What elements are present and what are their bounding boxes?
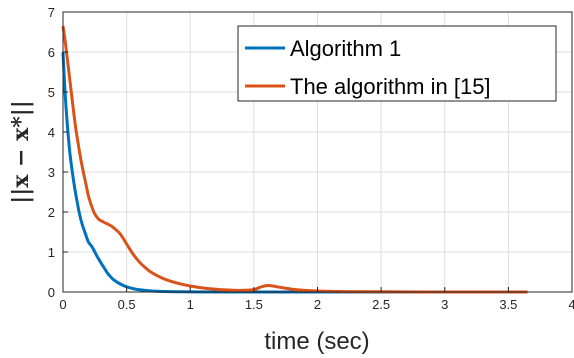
- y-tick-label: 4: [48, 125, 55, 140]
- x-tick-label: 2.5: [372, 297, 390, 312]
- legend: Algorithm 1 The algorithm in [15]: [238, 26, 556, 101]
- x-tick-label: 1.5: [245, 297, 263, 312]
- y-tick-label: 1: [48, 245, 55, 260]
- y-tick-label: 6: [48, 45, 55, 60]
- legend-label-algorithm-1: Algorithm 1: [290, 36, 401, 61]
- y-tick-label: 3: [48, 165, 55, 180]
- y-tick-label: 2: [48, 205, 55, 220]
- x-tick-label: 0.5: [118, 297, 136, 312]
- x-tick-label: 3.5: [499, 297, 517, 312]
- y-axis-label: ||x − x*||: [8, 100, 34, 204]
- legend-label-algorithm-15: The algorithm in [15]: [290, 74, 491, 99]
- y-tick-label: 0: [48, 285, 55, 300]
- x-axis-label: time (sec): [264, 328, 369, 355]
- x-tick-label: 0: [59, 297, 66, 312]
- x-tick-label: 2: [314, 297, 321, 312]
- x-tick-label: 1: [187, 297, 194, 312]
- x-tick-label: 3: [441, 297, 448, 312]
- y-tick-label: 5: [48, 85, 55, 100]
- x-tick-label: 4: [568, 297, 574, 312]
- y-tick-label: 7: [48, 5, 55, 20]
